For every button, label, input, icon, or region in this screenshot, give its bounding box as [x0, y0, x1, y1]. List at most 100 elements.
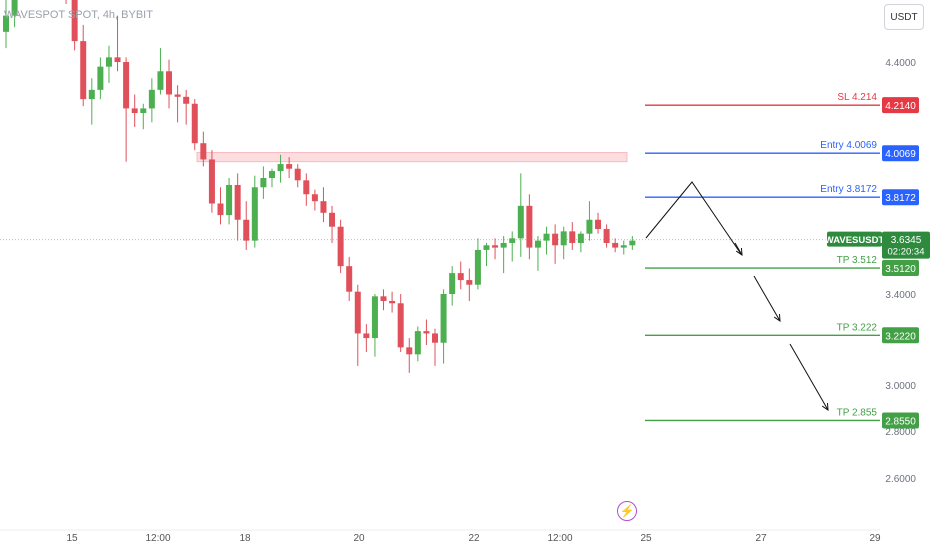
candle-body: [449, 273, 456, 294]
price-tag: 2.8550: [885, 416, 916, 427]
candle-body: [363, 333, 370, 339]
x-tick-label: 25: [640, 533, 652, 544]
candle-body: [80, 41, 87, 100]
projection-path: [645, 181, 742, 255]
countdown-timer: 02:20:34: [888, 247, 925, 258]
candle-body: [97, 66, 104, 90]
candle-body: [526, 205, 533, 248]
candle-body: [337, 226, 344, 267]
candle-body: [71, 0, 78, 42]
projection-arrowhead: [821, 402, 829, 411]
entry-level-label: Entry 4.0069: [820, 140, 877, 151]
candle-body: [311, 194, 318, 202]
candle-body: [131, 108, 138, 114]
candle-body: [320, 201, 327, 213]
symbol-title: WAVESPOT SPOT, 4h, BYBIT: [4, 9, 153, 21]
candle-body: [543, 233, 550, 241]
candle-body: [612, 242, 619, 248]
x-tick-label: 18: [239, 533, 251, 544]
candle-body: [346, 266, 353, 292]
projection-arrow: [789, 343, 829, 411]
price-tag-bg: [882, 189, 919, 206]
candle-body: [183, 96, 190, 104]
entry-level-label: Entry 3.8172: [820, 184, 877, 195]
candle-body: [577, 233, 584, 243]
candle-body: [226, 184, 233, 216]
price-tag-bg: [882, 145, 919, 162]
candle-body: [11, 0, 18, 16]
projection-arrow: [734, 242, 743, 256]
sl-level-label: SL 4.214: [837, 92, 877, 103]
candle-body: [560, 231, 567, 246]
candle-body: [123, 62, 130, 109]
candle-body: [166, 71, 173, 95]
candle-body: [534, 240, 541, 248]
candle-body: [243, 219, 250, 241]
candle-body: [191, 103, 198, 144]
candle-body: [251, 187, 258, 241]
candle-body: [174, 94, 181, 97]
current-price-tag: 3.6345: [891, 235, 922, 246]
resistance-zone: [196, 152, 628, 163]
candle-body: [277, 164, 284, 172]
candle-body: [552, 233, 559, 246]
projection-arrow: [753, 275, 781, 322]
candle-body: [595, 219, 602, 230]
candle-body: [114, 57, 121, 62]
symbol-tag: WAVESUSDT: [825, 235, 885, 246]
symbol-tag-bg: [827, 231, 882, 247]
x-tick-label: 29: [869, 533, 881, 544]
tp-level-label: TP 3.222: [837, 322, 878, 333]
price-tag: 3.5120: [885, 264, 916, 275]
price-tag: 4.2140: [885, 101, 916, 112]
candle-body: [492, 245, 499, 248]
candle-body: [157, 71, 164, 90]
candle-body: [260, 178, 267, 188]
candle-body: [406, 347, 413, 355]
candle-body: [140, 108, 147, 114]
price-tag-bg: [882, 412, 919, 429]
x-tick-label: 12:00: [145, 533, 170, 544]
candle-body: [200, 143, 207, 160]
x-tick-label: 20: [353, 533, 365, 544]
candle-body: [286, 164, 293, 169]
price-tag-bg: [882, 97, 919, 114]
tp-level-label: TP 2.855: [837, 407, 878, 418]
y-tick-label: 2.6000: [885, 474, 916, 485]
candle-body: [397, 303, 404, 348]
candle-body: [620, 245, 627, 248]
tp-level-label: TP 3.512: [837, 255, 878, 266]
y-tick-label: 4.4000: [885, 58, 916, 69]
y-tick-label: 3.0000: [885, 381, 916, 392]
currency-button[interactable]: USDT: [884, 4, 924, 30]
price-tag-bg: [882, 260, 919, 277]
candle-body: [234, 184, 241, 220]
candle-body: [294, 168, 301, 181]
candle-body: [440, 294, 447, 343]
lightning-bolt-icon[interactable]: ⚡: [617, 501, 637, 521]
candle-body: [217, 203, 224, 216]
x-tick-label: 12:00: [547, 533, 572, 544]
candle-body: [569, 231, 576, 243]
candle-body: [303, 180, 310, 195]
candle-body: [603, 229, 610, 243]
candle-body: [354, 291, 361, 334]
candle-body: [389, 300, 396, 304]
candle-body: [466, 280, 473, 285]
candle-body: [423, 331, 430, 334]
candle-body: [414, 331, 421, 355]
price-tag: 3.2220: [885, 331, 916, 342]
candle-body: [105, 57, 112, 67]
candle-body: [483, 245, 490, 250]
candle-body: [371, 296, 378, 339]
candle-body: [500, 242, 507, 248]
current-price-tag-bg: [882, 231, 930, 259]
candle-body: [380, 296, 387, 301]
x-tick-label: 15: [66, 533, 78, 544]
candle-body: [148, 89, 155, 109]
candle-body: [629, 240, 636, 246]
candle-body: [3, 15, 9, 32]
y-tick-label: 3.4000: [885, 290, 916, 301]
price-tag-bg: [882, 327, 919, 344]
